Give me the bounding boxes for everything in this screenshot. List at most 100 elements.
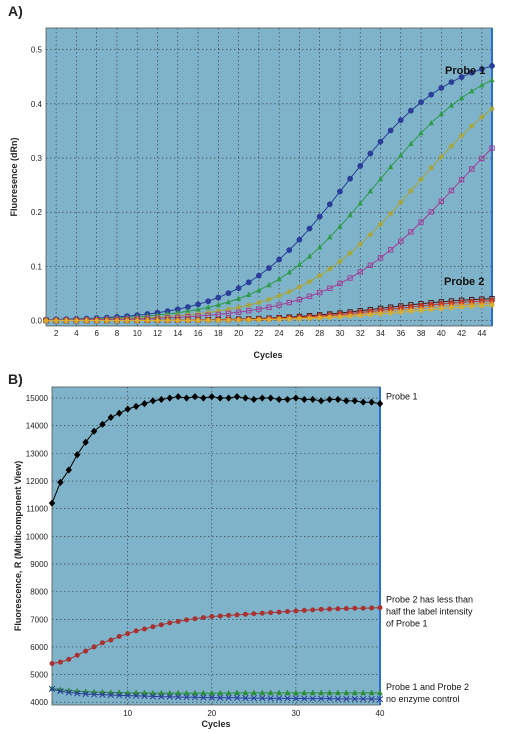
data-point — [259, 689, 266, 696]
data-point — [478, 66, 485, 72]
data-point — [438, 198, 445, 205]
data-point — [226, 612, 232, 618]
data-point — [53, 317, 59, 324]
data-point — [286, 269, 292, 275]
data-point — [93, 317, 100, 324]
data-point — [387, 127, 394, 134]
data-point — [124, 317, 130, 324]
panel-b-annotation-line: no enzyme control — [386, 694, 460, 704]
x-tick-label: 30 — [291, 709, 300, 718]
data-point — [418, 99, 424, 106]
data-point — [286, 288, 293, 295]
data-point — [347, 275, 353, 281]
data-point — [327, 314, 333, 321]
data-point — [195, 301, 201, 308]
data-point — [256, 299, 262, 306]
panel-a-annotation-probe1: Probe 1 — [445, 65, 485, 77]
data-point — [334, 395, 342, 404]
data-point — [489, 106, 495, 112]
data-point — [200, 694, 207, 701]
panel-b-annotation-line: of Probe 1 — [386, 619, 428, 629]
data-point — [234, 689, 240, 696]
data-point — [343, 695, 350, 703]
data-point — [65, 466, 73, 474]
data-point — [200, 689, 207, 696]
data-point — [387, 247, 394, 253]
y-tick-label: 0.0 — [31, 317, 43, 326]
panel-a-ticks: 2 4 6 8 10 12 14 16 18 20 22 24 26 28 30 32 34 36 38 40 42 44… — [31, 46, 487, 338]
data-point — [327, 233, 333, 240]
data-point — [408, 140, 414, 147]
x-tick-label: 26 — [295, 329, 304, 338]
data-point — [337, 258, 343, 265]
data-point — [418, 307, 424, 314]
y-tick-label: 4000 — [30, 698, 48, 707]
data-point — [387, 210, 394, 217]
data-point — [245, 302, 252, 308]
data-point — [125, 631, 131, 637]
data-point — [276, 689, 282, 696]
data-point — [317, 695, 325, 702]
data-point — [309, 695, 316, 702]
data-point — [310, 607, 316, 613]
panel-b-y-axis-title: Fluorescence, R (Multicomponent View) — [13, 461, 23, 631]
x-tick-label: 2 — [54, 329, 59, 338]
data-point — [351, 397, 358, 405]
data-point — [90, 427, 98, 435]
data-point — [74, 451, 81, 459]
data-point — [242, 689, 249, 696]
y-tick-label: 14000 — [26, 422, 49, 431]
data-point — [458, 177, 465, 183]
data-point — [360, 695, 367, 703]
data-point — [469, 166, 475, 172]
data-point — [296, 261, 303, 268]
y-tick-label: 0.3 — [31, 154, 43, 163]
data-point — [266, 304, 272, 310]
data-point — [286, 299, 292, 306]
data-point — [268, 610, 274, 616]
series-line — [51, 396, 381, 504]
series-line — [45, 147, 493, 321]
data-point — [195, 317, 201, 324]
data-point — [215, 317, 222, 323]
data-point — [267, 695, 274, 702]
x-tick-label: 40 — [376, 709, 385, 718]
data-point — [149, 693, 157, 700]
data-point — [335, 689, 341, 696]
data-point — [83, 648, 89, 654]
data-point — [357, 269, 363, 275]
panel-b-annotation-line: Probe 2 has less than — [386, 595, 473, 605]
data-point — [185, 308, 191, 314]
data-point — [82, 690, 89, 698]
data-point — [195, 306, 201, 312]
data-point — [306, 253, 313, 259]
data-point — [418, 219, 424, 225]
data-point — [183, 394, 190, 402]
data-point — [141, 692, 148, 700]
panel-b-plot-area — [51, 386, 381, 706]
panel-b-ticks: 10 20 30 40 4000 5000 6000 7000 8000 9000 10000 110… — [26, 394, 385, 718]
data-point — [108, 637, 114, 643]
data-point — [337, 188, 343, 195]
series-a-7 — [43, 302, 495, 324]
data-point — [359, 398, 367, 406]
panel-b-x-axis-title: Cycles — [201, 719, 230, 729]
data-point — [343, 397, 350, 405]
data-point — [259, 694, 266, 702]
x-tick-label: 42 — [457, 329, 466, 338]
data-point — [428, 306, 434, 313]
data-point — [301, 395, 308, 404]
data-point — [301, 695, 308, 702]
data-point — [205, 298, 212, 305]
data-point — [266, 296, 272, 303]
data-point — [408, 107, 414, 114]
data-point — [141, 399, 148, 408]
data-point — [357, 163, 364, 169]
series-line — [51, 688, 381, 700]
data-point — [357, 312, 364, 319]
data-point — [309, 395, 316, 404]
x-tick-label: 34 — [376, 329, 385, 338]
series-b-1 — [49, 605, 383, 667]
data-point — [175, 309, 181, 315]
data-point — [301, 689, 308, 696]
